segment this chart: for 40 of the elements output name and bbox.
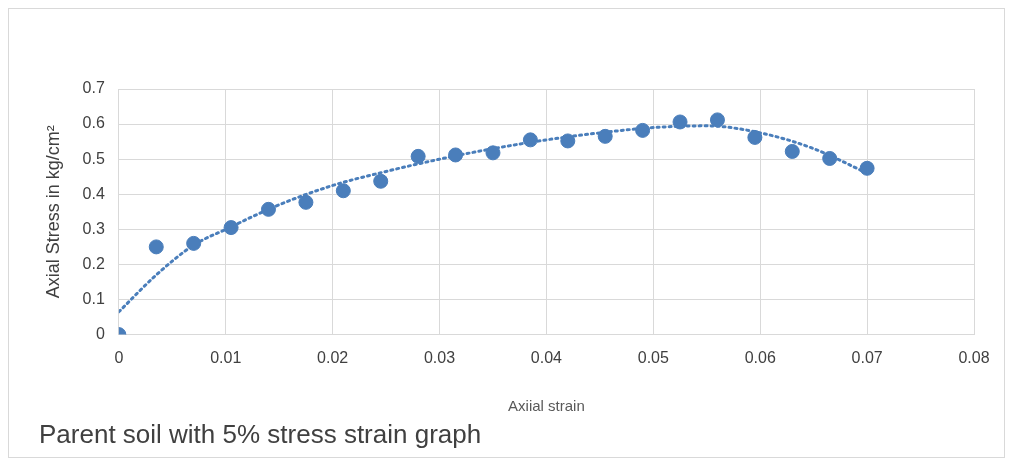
point <box>859 160 875 176</box>
y-tick-label: 0.4 <box>82 184 105 202</box>
point <box>448 147 464 163</box>
y-tick-label: 0.5 <box>82 149 105 167</box>
point <box>709 112 725 128</box>
x-axis-title: Axiial strain <box>508 396 585 414</box>
point <box>747 129 763 145</box>
y-axis-title: Axial Stress in kg/cm² <box>42 125 63 299</box>
y-tick-label: 0.3 <box>82 219 105 237</box>
y-tick-label: 0.2 <box>82 254 105 272</box>
point <box>635 122 651 138</box>
x-tick-label: 0.03 <box>423 348 456 366</box>
point <box>261 201 276 217</box>
point <box>485 145 501 161</box>
x-tick-label: 0.02 <box>317 348 349 366</box>
point <box>672 114 688 130</box>
y-tick-label: 0.7 <box>82 79 105 97</box>
point <box>373 173 389 189</box>
text: Parent soil with 5% stress strain graph <box>39 418 482 449</box>
point <box>784 143 800 159</box>
point <box>186 235 202 251</box>
point <box>822 150 838 166</box>
point <box>223 220 239 236</box>
point <box>148 239 164 255</box>
x-tick-label: 0.05 <box>637 348 669 366</box>
x-tick-label: 0.07 <box>851 348 883 366</box>
point <box>560 133 576 149</box>
point <box>597 128 613 144</box>
x-tick-label: 0.04 <box>530 348 563 366</box>
point <box>410 148 426 164</box>
x-tick-label: 0.08 <box>958 348 990 366</box>
x-tick-label: 0.06 <box>744 348 776 366</box>
x-tick-label: 0.01 <box>210 348 242 366</box>
point <box>298 194 314 210</box>
y-tick-label: 0 <box>95 325 105 343</box>
point <box>335 183 351 199</box>
y-tick-label: 0.6 <box>82 114 105 132</box>
x-tick-label: 0 <box>114 348 124 366</box>
point <box>522 132 538 148</box>
y-tick-label: 0.1 <box>82 289 105 307</box>
